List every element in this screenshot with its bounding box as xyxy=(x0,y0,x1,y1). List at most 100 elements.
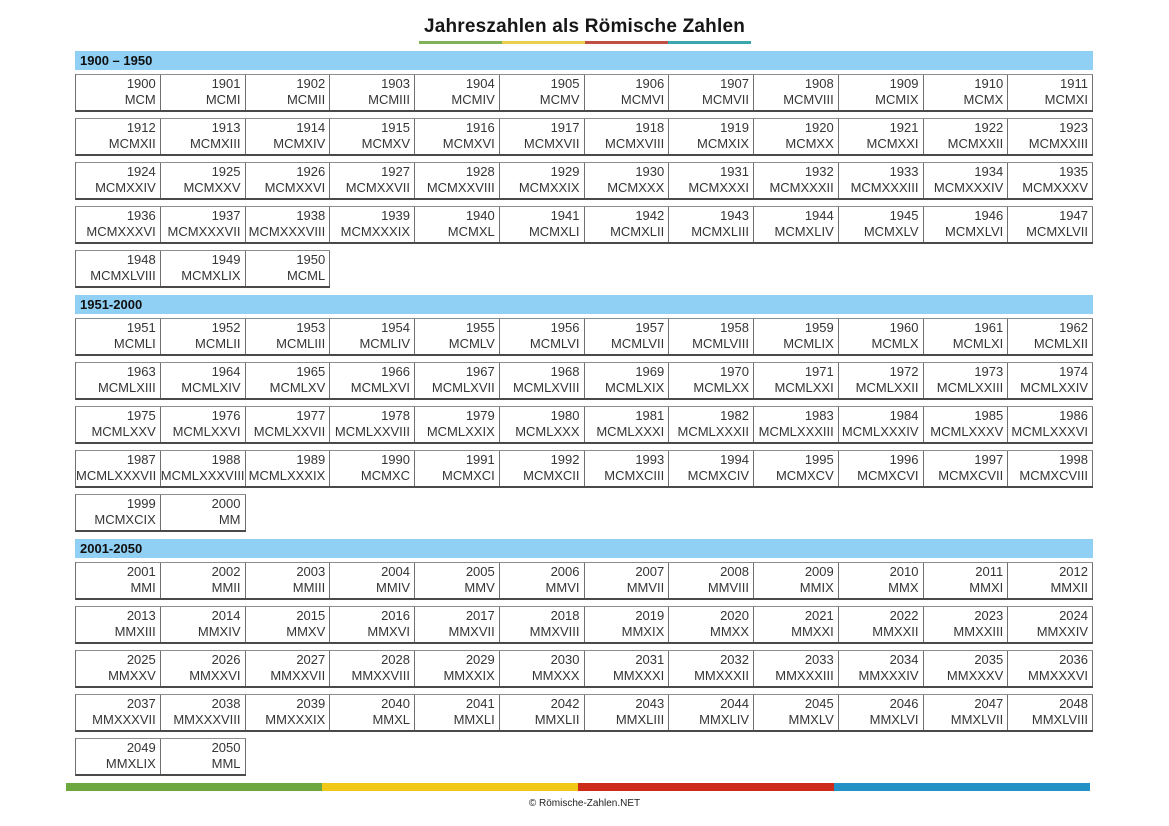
year-value: 2033 xyxy=(804,652,834,667)
year-value: 2010 xyxy=(889,564,919,579)
roman-numeral-value: MCMXCVII xyxy=(938,468,1004,483)
year-cell: 2034 MMXXXIV xyxy=(839,651,924,686)
year-value: 2000 xyxy=(211,496,241,511)
year-cell: 1911 MCMXI xyxy=(1008,75,1093,110)
roman-numeral-value: MCMXLV xyxy=(863,224,919,239)
roman-numeral-value: MMXLVI xyxy=(869,712,919,727)
year-value: 2001 xyxy=(126,564,156,579)
year-value: 1991 xyxy=(465,452,495,467)
year-value: 2036 xyxy=(1059,652,1088,667)
sections: 1900 – 1950 1900 MCM 1901 MCMI 1902 MCMII 1903 M… xyxy=(75,51,1093,776)
year-value: 2013 xyxy=(126,608,156,623)
roman-numeral-value: MCMLXVII xyxy=(431,380,495,395)
year-cell: 1967 MCMLXVII xyxy=(415,363,500,398)
roman-numeral-value: MMXXX xyxy=(531,668,580,683)
page-title: Jahreszahlen als Römische Zahlen xyxy=(423,16,746,37)
year-row: 2049 MMXLIX 2050 MML xyxy=(75,738,246,776)
roman-numeral-value: MCMLVII xyxy=(611,336,665,351)
underline-color-segment xyxy=(418,41,502,44)
year-cell: 1933 MCMXXXIII xyxy=(839,163,924,198)
roman-numeral-value: MCMLXXIX xyxy=(426,424,495,439)
roman-numeral-value: MMXXXVI xyxy=(1028,668,1088,683)
roman-numeral-value: MCMXXXVI xyxy=(86,224,156,239)
year-cell: 1973 MCMLXXIII xyxy=(924,363,1009,398)
year-cell: 1990 MCMXC xyxy=(330,451,415,486)
year-cell: 1982 MCMLXXXII xyxy=(669,407,754,442)
year-value: 1952 xyxy=(211,320,241,335)
year-value: 2020 xyxy=(720,608,749,623)
year-value: 1948 xyxy=(126,252,156,267)
year-cell: 2046 MMXLVI xyxy=(839,695,924,730)
year-cell: 1964 MCMLXIV xyxy=(161,363,246,398)
roman-numeral-value: MMXXXI xyxy=(612,668,665,683)
year-value: 1917 xyxy=(550,120,580,135)
roman-numeral-value: MCMXXVIII xyxy=(426,180,495,195)
year-value: 2032 xyxy=(720,652,749,667)
year-value: 1909 xyxy=(889,76,919,91)
year-cell: 2026 MMXXVI xyxy=(161,651,246,686)
roman-numeral-value: MCMXXXIX xyxy=(340,224,410,239)
roman-numeral-value: MMXVII xyxy=(448,624,495,639)
year-value: 1961 xyxy=(974,320,1004,335)
year-cell: 1998 MCMXCVIII xyxy=(1008,451,1093,486)
year-cell: 1931 MCMXXXI xyxy=(669,163,754,198)
year-value: 1934 xyxy=(974,164,1004,179)
roman-numeral-value: MMXXIII xyxy=(953,624,1004,639)
year-cell: 2043 MMXLIII xyxy=(585,695,670,730)
roman-numeral-value: MM xyxy=(218,512,241,527)
roman-numeral-value: MCMXXI xyxy=(866,136,919,151)
year-cell: 1901 MCMI xyxy=(161,75,246,110)
roman-numeral-value: MCMXL xyxy=(447,224,495,239)
year-cell: 1903 MCMIII xyxy=(330,75,415,110)
year-cell: 2012 MMXII xyxy=(1008,563,1093,598)
year-value: 1933 xyxy=(889,164,919,179)
year-cell: 2042 MMXLII xyxy=(500,695,585,730)
roman-numeral-value: MMXLII xyxy=(534,712,580,727)
year-value: 1957 xyxy=(635,320,665,335)
year-cell: 1993 MCMXCIII xyxy=(585,451,670,486)
roman-numeral-value: MCMLXXXV xyxy=(930,424,1004,439)
year-cell: 1927 MCMXXVII xyxy=(330,163,415,198)
year-value: 1994 xyxy=(720,452,749,467)
year-value: 1996 xyxy=(889,452,919,467)
roman-numeral-value: MMXXVII xyxy=(270,668,326,683)
year-value: 1975 xyxy=(126,408,156,423)
year-value: 1958 xyxy=(720,320,749,335)
roman-numeral-value: MCMIII xyxy=(368,92,410,107)
year-cell: 2030 MMXXX xyxy=(500,651,585,686)
roman-numeral-value: MMIV xyxy=(376,580,410,595)
roman-numeral-value: MCMLXXII xyxy=(855,380,919,395)
year-cell: 1974 MCMLXXIV xyxy=(1008,363,1093,398)
footer-color-segment xyxy=(322,783,578,791)
year-cell: 2024 MMXXIV xyxy=(1008,607,1093,642)
year-value: 2048 xyxy=(1059,696,1088,711)
year-value: 2030 xyxy=(550,652,580,667)
year-cell: 1915 MCMXV xyxy=(330,119,415,154)
year-value: 1984 xyxy=(889,408,919,423)
year-cell: 1946 MCMXLVI xyxy=(924,207,1009,242)
year-cell: 1980 MCMLXXX xyxy=(500,407,585,442)
year-cell: 1959 MCMLIX xyxy=(754,319,839,354)
copyright-text: © Römische-Zahlen.NET xyxy=(528,798,641,809)
year-cell: 1941 MCMXLI xyxy=(500,207,585,242)
year-value: 1927 xyxy=(381,164,410,179)
year-value: 1937 xyxy=(211,208,241,223)
year-cell: 1920 MCMXX xyxy=(754,119,839,154)
year-cell: 1978 MCMLXXVIII xyxy=(330,407,415,442)
year-cell: 2041 MMXLI xyxy=(415,695,500,730)
year-value: 1915 xyxy=(381,120,410,135)
year-cell: 1922 MCMXXII xyxy=(924,119,1009,154)
roman-numeral-value: MCMXCIV xyxy=(687,468,749,483)
year-value: 1972 xyxy=(889,364,919,379)
year-value: 1922 xyxy=(974,120,1004,135)
year-cell: 1906 MCMVI xyxy=(585,75,670,110)
year-value: 2041 xyxy=(465,696,495,711)
year-cell: 2049 MMXLIX xyxy=(76,739,161,774)
year-value: 2025 xyxy=(126,652,156,667)
year-value: 1935 xyxy=(1059,164,1088,179)
year-value: 1992 xyxy=(550,452,580,467)
year-cell: 1936 MCMXXXVI xyxy=(76,207,161,242)
year-cell: 2023 MMXXIII xyxy=(924,607,1009,642)
roman-numeral-value: MCMVIII xyxy=(783,92,834,107)
year-value: 1962 xyxy=(1059,320,1088,335)
